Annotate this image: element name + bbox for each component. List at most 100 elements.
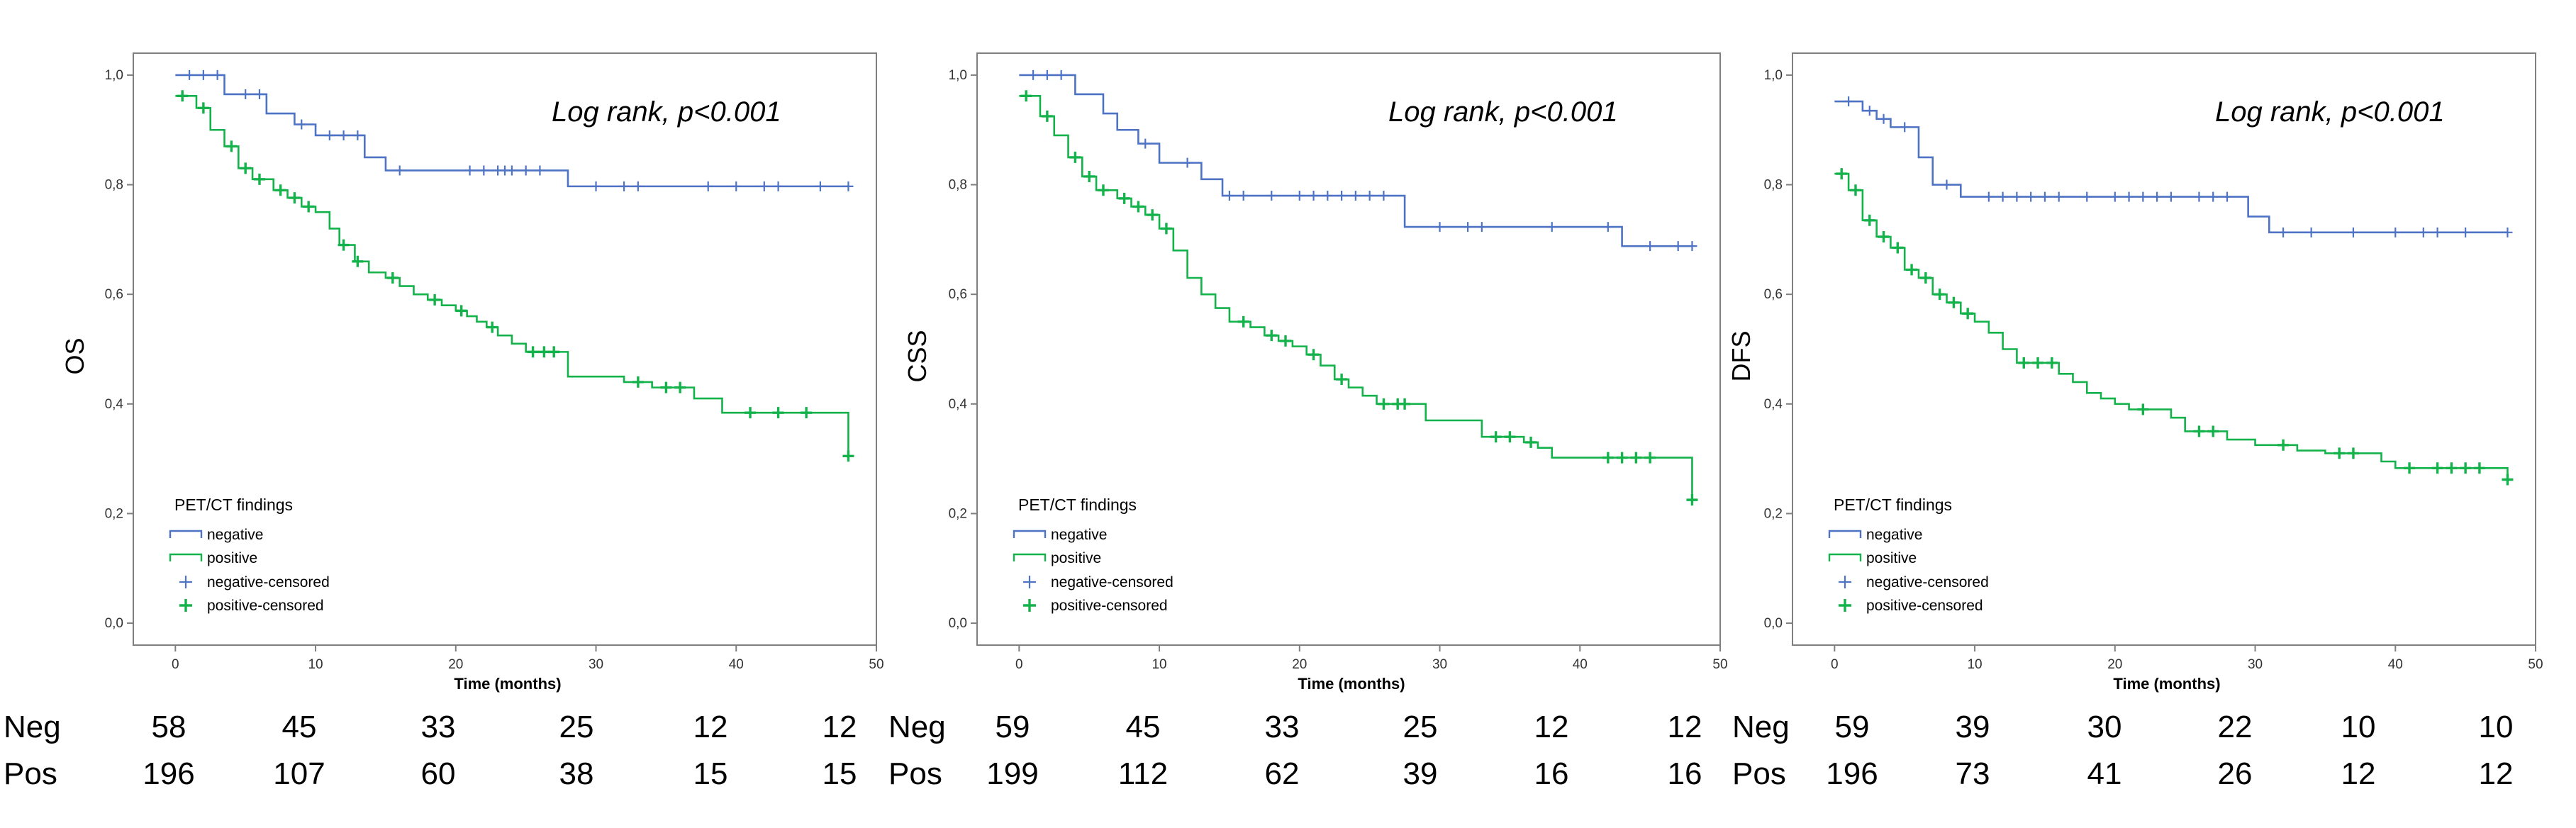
logrank-annotation: Log rank, p<0.001 xyxy=(1388,96,1618,128)
legend-label-negative-censored: negative-censored xyxy=(1051,574,1173,591)
risk-neg-value: 45 xyxy=(1126,710,1161,744)
negative-censor-mark xyxy=(198,69,208,80)
risk-pos-value: 41 xyxy=(2087,756,2122,791)
risk-pos-value: 60 xyxy=(421,756,456,791)
x-axis-label: Time (months) xyxy=(454,675,561,693)
risk-pos-value: 196 xyxy=(143,756,194,791)
y-tick-label: 0,8 xyxy=(949,178,967,193)
positive-censor-mark xyxy=(1919,272,1931,284)
risk-neg-value: 30 xyxy=(2087,710,2122,744)
risk-pos-value: 39 xyxy=(1403,756,1438,791)
positive-censor-mark xyxy=(1490,431,1502,443)
negative-censor-mark xyxy=(1941,179,1952,190)
y-tick-label: 0,8 xyxy=(1764,178,1783,193)
positive-censor-mark xyxy=(1962,308,1974,320)
risk-neg-value: 33 xyxy=(421,710,456,744)
negative-censor-mark xyxy=(324,130,335,140)
legend: PET/CT findings negative positive negative-… xyxy=(169,496,330,614)
y-tick-label: 1,0 xyxy=(949,68,967,83)
x-axis-label: Time (months) xyxy=(1298,675,1405,693)
negative-censor-mark xyxy=(1476,222,1487,233)
positive-censor-mark xyxy=(338,239,350,251)
legend-label-positive: positive xyxy=(1866,550,1917,566)
positive-censor-mark xyxy=(1069,151,1081,163)
y-tick-label: 0,4 xyxy=(105,397,124,412)
negative-censor-mark xyxy=(1687,241,1697,252)
positive-censor-mark xyxy=(1504,431,1516,443)
risk-pos-value: 73 xyxy=(1956,756,1990,791)
y-tick-label: 0,4 xyxy=(1764,397,1783,412)
risk-neg-value: 39 xyxy=(1956,710,1990,744)
positive-censor-mark xyxy=(1378,398,1390,410)
y-tick-label: 0,2 xyxy=(949,506,967,521)
negative-legend-swatch xyxy=(1828,530,1862,538)
positive-censor-mark xyxy=(2431,462,2443,474)
positive-censor-mark xyxy=(240,162,252,174)
risk-label-pos: Pos xyxy=(888,756,942,791)
negative-censor-mark xyxy=(1546,222,1557,233)
x-tick-label: 20 xyxy=(1292,657,1307,672)
positive-censor-mark xyxy=(455,305,467,317)
negative-censor-mark xyxy=(1056,69,1066,80)
risk-pos-value: 16 xyxy=(1534,756,1569,791)
y-axis-label: OS xyxy=(60,337,89,374)
x-tick-label: 40 xyxy=(1573,657,1588,672)
positive-censor-mark xyxy=(1020,90,1032,102)
logrank-annotation: Log rank, p<0.001 xyxy=(552,96,781,128)
legend-title: PET/CT findings xyxy=(174,496,293,514)
positive-censor-mark xyxy=(1399,398,1411,410)
risk-table: Neg Pos 59 39 30 22 10 10 196 73 41 26 12 12 xyxy=(1732,710,2513,791)
negative-censor-mark xyxy=(1140,138,1151,149)
positive-censor-mark xyxy=(274,184,286,196)
risk-label-pos: Pos xyxy=(4,756,57,791)
positive-censored-legend-swatch xyxy=(1023,599,1036,612)
positive-censor-mark xyxy=(1906,264,1918,276)
legend-label-negative-censored: negative-censored xyxy=(207,574,330,591)
x-tick-label: 20 xyxy=(448,657,463,672)
positive-censor-mark xyxy=(1863,214,1875,226)
negative-censor-mark xyxy=(2109,191,2120,202)
y-axis-label: DFS xyxy=(1727,331,1756,382)
positive-censor-mark xyxy=(674,381,686,393)
positive-censor-mark xyxy=(2193,425,2205,437)
negative-censor-mark xyxy=(212,69,223,80)
negative-censor-mark xyxy=(2026,191,2036,202)
negative-censor-mark xyxy=(591,181,601,191)
positive-censor-mark xyxy=(1307,349,1320,361)
positive-censor-mark xyxy=(1878,231,1890,243)
risk-neg-value: 10 xyxy=(2341,710,2376,744)
negative-censor-mark xyxy=(815,181,825,191)
legend-label-positive-censored: positive-censored xyxy=(207,598,324,614)
positive-censor-mark xyxy=(1041,110,1053,122)
negative-censor-mark xyxy=(1844,96,1854,107)
negative-censor-mark xyxy=(2306,227,2316,237)
positive-censor-mark xyxy=(1132,201,1144,213)
positive-censor-mark xyxy=(2032,357,2044,369)
positive-censor-mark xyxy=(538,346,550,358)
legend-label-negative-censored: negative-censored xyxy=(1866,574,1989,591)
negative-censor-mark xyxy=(1308,191,1319,201)
km-panel-os: 0,0 0,2 0,4 0,6 0,8 1,0 0 10 20 30 40 50 Time (month… xyxy=(4,52,884,791)
positive-censor-mark xyxy=(1336,374,1348,386)
risk-neg-value: 25 xyxy=(1403,710,1438,744)
risk-neg-value: 22 xyxy=(2218,710,2253,744)
legend: PET/CT findings negative positive negative-… xyxy=(1013,496,1173,614)
negative-censor-mark xyxy=(1364,191,1375,201)
positive-censor-mark xyxy=(1849,184,1861,196)
negative-censor-mark xyxy=(843,181,854,191)
x-tick-label: 0 xyxy=(172,657,179,672)
negative-censor-mark xyxy=(1602,222,1613,233)
positive-censor-mark xyxy=(1083,170,1095,182)
x-tick-label: 20 xyxy=(2107,657,2122,672)
legend-title: PET/CT findings xyxy=(1018,496,1137,514)
risk-table: Neg Pos 59 45 33 25 12 12 199 112 62 39 16 16 xyxy=(888,710,1702,791)
positive-censor-mark xyxy=(1160,223,1172,235)
negative-censor-mark xyxy=(2138,191,2148,202)
legend-label-positive-censored: positive-censored xyxy=(1866,598,1983,614)
risk-neg-value: 25 xyxy=(559,710,594,744)
km-panel-css: 0,0 0,2 0,4 0,6 0,8 1,0 0 10 20 30 40 50 Time (month… xyxy=(888,52,1728,791)
negative-censor-mark xyxy=(1337,191,1347,201)
positive-censor-mark xyxy=(486,321,498,333)
y-tick-label: 0,6 xyxy=(949,287,967,302)
positive-censor-mark xyxy=(289,192,301,204)
